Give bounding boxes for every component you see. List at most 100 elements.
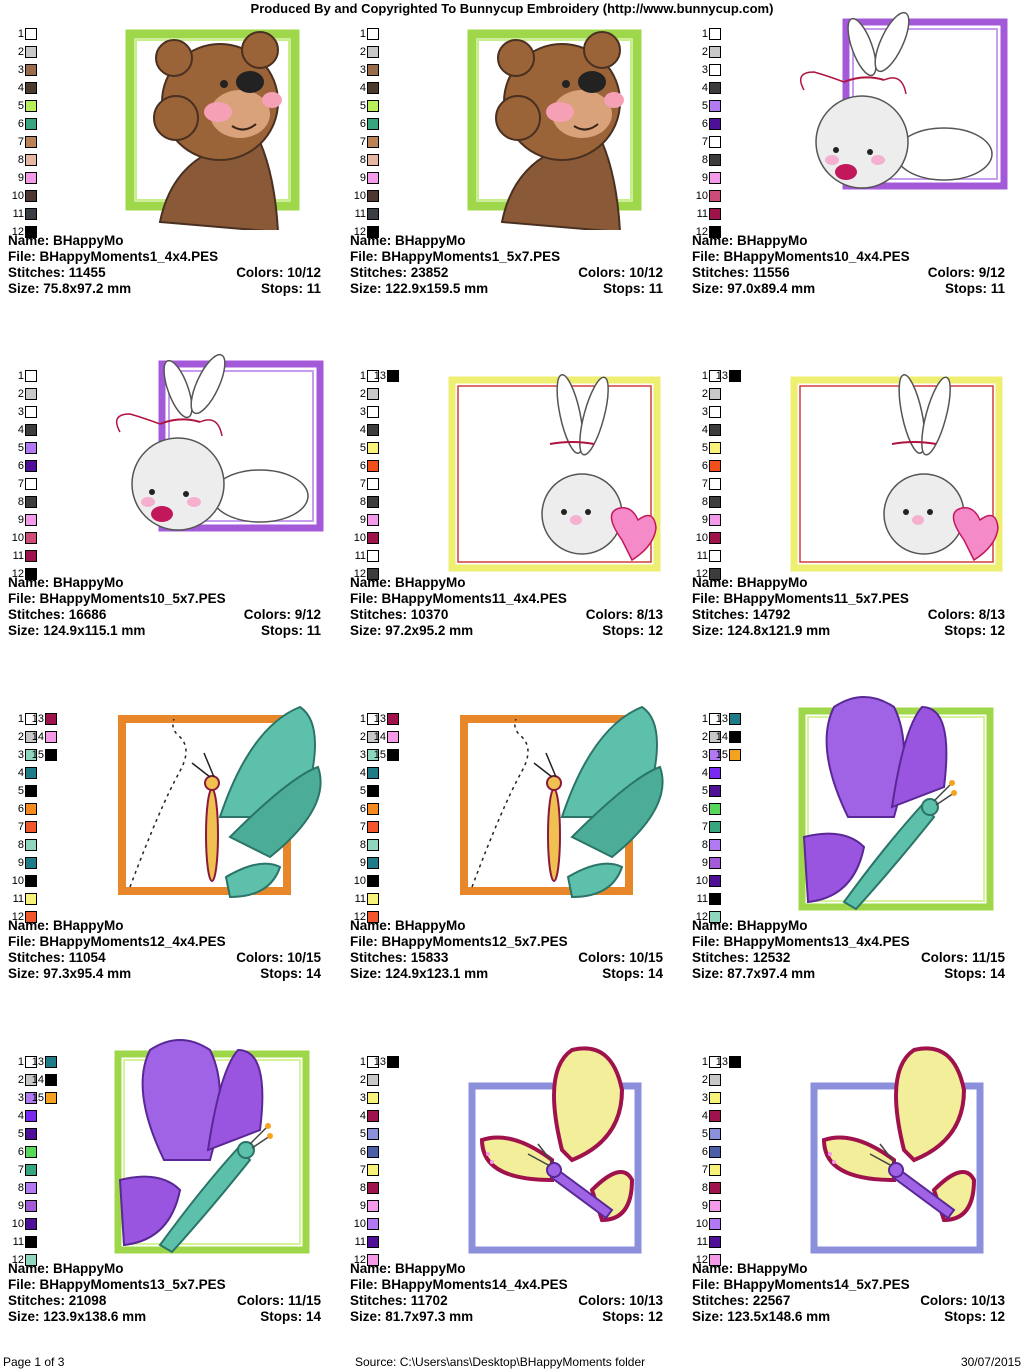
colors-label: Colors: <box>578 950 626 965</box>
swatch-number: 6 <box>701 118 708 130</box>
swatch-number: 10 <box>695 532 708 544</box>
design-info: Name: BHappyMo File: BHappyMoments14_5x7… <box>692 1261 1005 1325</box>
swatch-number: 4 <box>17 424 24 436</box>
stops-label: Stops: <box>602 623 645 638</box>
swatch-number: 1 <box>17 1056 24 1068</box>
name-line: Name: BHappyMo <box>8 233 321 249</box>
swatch-number: 6 <box>359 118 366 130</box>
swatch-color-box <box>25 496 37 508</box>
swatch-number: 7 <box>701 1164 708 1176</box>
swatch-color-box <box>367 1128 379 1140</box>
swatch-number: 3 <box>17 64 24 76</box>
stops-value-group: Stops: 14 <box>260 966 321 982</box>
swatch-color-box <box>709 1056 721 1068</box>
file-name: BHappyMoments10_5x7.PES <box>39 591 226 606</box>
swatch-number: 9 <box>701 1200 708 1212</box>
swatch-color-box <box>709 803 721 815</box>
swatch-number: 10 <box>11 190 24 202</box>
swatch-number: 9 <box>359 172 366 184</box>
size-label: Size: <box>692 1309 724 1324</box>
swatch-number: 1 <box>359 28 366 40</box>
size-line: Size: 87.7x97.4 mm Stops: 14 <box>692 966 1005 982</box>
swatch-number: 10 <box>11 875 24 887</box>
swatch-number: 3 <box>359 749 366 761</box>
colors-label: Colors: <box>927 265 975 280</box>
swatch-color-box <box>25 82 37 94</box>
swatch-color-box <box>709 442 721 454</box>
swatch-color-box <box>709 28 721 40</box>
swatch-color-box <box>367 82 379 94</box>
swatch-number: 12 <box>695 226 708 238</box>
swatch-number: 12 <box>11 911 24 923</box>
size-line: Size: 124.9x123.1 mm Stops: 14 <box>350 966 663 982</box>
swatch-color-box <box>25 1254 37 1266</box>
design-card: 1 2 3 4 5 6 7 8 9 10 11 12 13 Name: BHappyMo File: B… <box>684 342 1014 662</box>
stitches-label: Stitches: <box>350 1293 408 1308</box>
swatch-number: 10 <box>695 875 708 887</box>
stitches-line: Stitches: 11702 Colors: 10/13 <box>350 1293 663 1309</box>
colors-value-group: Colors: 10/15 <box>236 950 321 966</box>
swatch-number: 8 <box>17 496 24 508</box>
swatch-color-box <box>367 424 379 436</box>
swatch-color-box <box>25 875 37 887</box>
name-label: Name: <box>8 1261 50 1276</box>
swatch-color-box <box>709 388 721 400</box>
design-size: 124.9x123.1 mm <box>385 966 489 981</box>
swatch-color-box <box>709 514 721 526</box>
swatch-color-box <box>709 532 721 544</box>
file-name: BHappyMoments14_5x7.PES <box>723 1277 910 1292</box>
stitches-line: Stitches: 14792 Colors: 8/13 <box>692 607 1005 623</box>
swatch-color-box <box>709 136 721 148</box>
stitches-line: Stitches: 15833 Colors: 10/15 <box>350 950 663 966</box>
swatch-number: 8 <box>701 1182 708 1194</box>
swatch-number: 12 <box>695 1254 708 1266</box>
design-preview-image <box>114 1039 310 1254</box>
color-count: 11/15 <box>287 1293 321 1308</box>
file-label: File: <box>692 591 720 606</box>
design-size: 97.0x89.4 mm <box>727 281 816 296</box>
swatch-number: 2 <box>17 731 24 743</box>
colors-value-group: Colors: 10/12 <box>236 265 321 281</box>
design-card: 1 2 3 4 5 6 7 8 9 10 11 12 Name: BHappyMo File: BHa… <box>0 0 330 320</box>
design-preview-image <box>467 29 642 230</box>
design-card: 1 2 3 4 5 6 7 8 9 10 11 12 Name: BHappyMo File: BHa… <box>684 0 1014 320</box>
swatch-color-box <box>25 118 37 130</box>
swatch-color-box <box>367 568 379 580</box>
swatch-color-box <box>25 857 37 869</box>
size-line: Size: 75.8x97.2 mm Stops: 11 <box>8 281 321 297</box>
swatch-color-box <box>25 64 37 76</box>
swatch-number: 8 <box>359 496 366 508</box>
swatch-number: 5 <box>701 100 708 112</box>
swatch-color-box <box>367 442 379 454</box>
swatch-color-box <box>709 1236 721 1248</box>
swatch-number: 9 <box>17 514 24 526</box>
stitches-line: Stitches: 11455 Colors: 10/12 <box>8 265 321 281</box>
swatch-number: 1 <box>17 370 24 382</box>
design-card: 1 2 3 4 5 6 7 8 9 10 11 12 13 Name: BHappyMo File: B… <box>684 1028 1014 1348</box>
color-count: 10/12 <box>287 265 321 280</box>
stop-count: 14 <box>989 966 1005 981</box>
swatch-color-box <box>367 1236 379 1248</box>
stitches-line: Stitches: 10370 Colors: 8/13 <box>350 607 663 623</box>
swatch-number: 10 <box>353 532 366 544</box>
page-header: Produced By and Copyrighted To Bunnycup … <box>250 1 774 16</box>
swatch-number: 7 <box>17 821 24 833</box>
swatch-number: 13 <box>373 1056 386 1068</box>
stitches-label: Stitches: <box>8 265 66 280</box>
stops-label: Stops: <box>602 1309 645 1324</box>
swatch-number: 1 <box>17 28 24 40</box>
swatch-number: 6 <box>17 1146 24 1158</box>
swatch-number: 10 <box>695 1218 708 1230</box>
colors-label: Colors: <box>243 607 291 622</box>
file-label: File: <box>692 249 720 264</box>
design-name: BHappyMo <box>737 233 808 248</box>
swatch-number: 6 <box>359 1146 366 1158</box>
swatch-number: 11 <box>696 550 708 562</box>
swatch-color-box <box>25 406 37 418</box>
stops-value-group: Stops: 12 <box>602 1309 663 1325</box>
swatch-color-box <box>367 785 379 797</box>
swatch-color-box <box>25 514 37 526</box>
swatch-number: 10 <box>11 1218 24 1230</box>
file-label: File: <box>350 249 378 264</box>
stops-value-group: Stops: 14 <box>602 966 663 982</box>
